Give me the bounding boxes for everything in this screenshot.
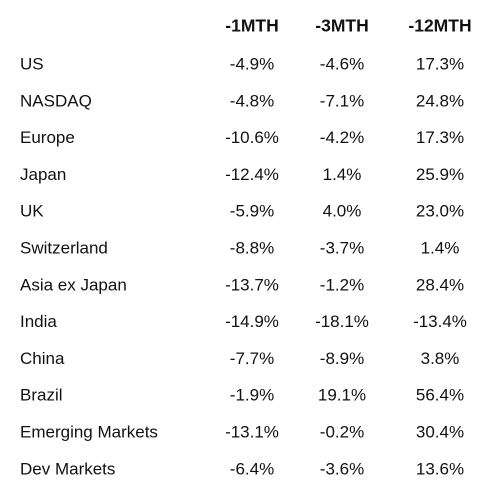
cell-value: -4.8% bbox=[230, 91, 274, 110]
cell-value: 4.0% bbox=[323, 202, 362, 221]
cell-value: -1.9% bbox=[230, 386, 274, 405]
row-label: US bbox=[20, 54, 44, 73]
cell-value: 3.8% bbox=[421, 349, 460, 368]
row-label: India bbox=[20, 312, 57, 331]
cell-value: -8.9% bbox=[320, 349, 364, 368]
cell-value: 56.4% bbox=[416, 386, 464, 405]
cell-value: -0.2% bbox=[320, 422, 364, 441]
row-label: Asia ex Japan bbox=[20, 275, 127, 294]
row-label: Brazil bbox=[20, 386, 63, 405]
cell-value: -4.6% bbox=[320, 54, 364, 73]
cell-value: -8.8% bbox=[230, 238, 274, 257]
column-header: -12MTH bbox=[408, 16, 471, 36]
cell-value: -14.9% bbox=[225, 312, 279, 331]
cell-value: 19.1% bbox=[318, 386, 366, 405]
cell-value: -10.6% bbox=[225, 128, 279, 147]
row-label: Emerging Markets bbox=[20, 422, 158, 441]
cell-value: -18.1% bbox=[315, 312, 369, 331]
cell-value: -13.4% bbox=[413, 312, 467, 331]
cell-value: -13.1% bbox=[225, 422, 279, 441]
cell-value: 17.3% bbox=[416, 128, 464, 147]
cell-value: -7.7% bbox=[230, 349, 274, 368]
cell-value: -12.4% bbox=[225, 165, 279, 184]
column-header: -3MTH bbox=[315, 16, 368, 36]
cell-value: -4.9% bbox=[230, 54, 274, 73]
row-label: NASDAQ bbox=[20, 91, 92, 110]
cell-value: 30.4% bbox=[416, 422, 464, 441]
cell-value: 24.8% bbox=[416, 91, 464, 110]
row-label: Europe bbox=[20, 128, 75, 147]
row-label: China bbox=[20, 349, 65, 368]
cell-value: -3.7% bbox=[320, 238, 364, 257]
cell-value: -7.1% bbox=[320, 91, 364, 110]
cell-value: 17.3% bbox=[416, 54, 464, 73]
cell-value: -13.7% bbox=[225, 275, 279, 294]
row-label: Japan bbox=[20, 165, 66, 184]
cell-value: -5.9% bbox=[230, 202, 274, 221]
cell-value: 25.9% bbox=[416, 165, 464, 184]
column-header: -1MTH bbox=[225, 16, 278, 36]
cell-value: 1.4% bbox=[323, 165, 362, 184]
cell-value: -6.4% bbox=[230, 459, 274, 478]
cell-value: -3.6% bbox=[320, 459, 364, 478]
row-label: Switzerland bbox=[20, 238, 108, 257]
cell-value: 1.4% bbox=[421, 238, 460, 257]
row-label: Dev Markets bbox=[20, 459, 115, 478]
cell-value: 23.0% bbox=[416, 202, 464, 221]
cell-value: 28.4% bbox=[416, 275, 464, 294]
cell-value: 13.6% bbox=[416, 459, 464, 478]
row-label: UK bbox=[20, 202, 44, 221]
cell-value: -1.2% bbox=[320, 275, 364, 294]
cell-value: -4.2% bbox=[320, 128, 364, 147]
